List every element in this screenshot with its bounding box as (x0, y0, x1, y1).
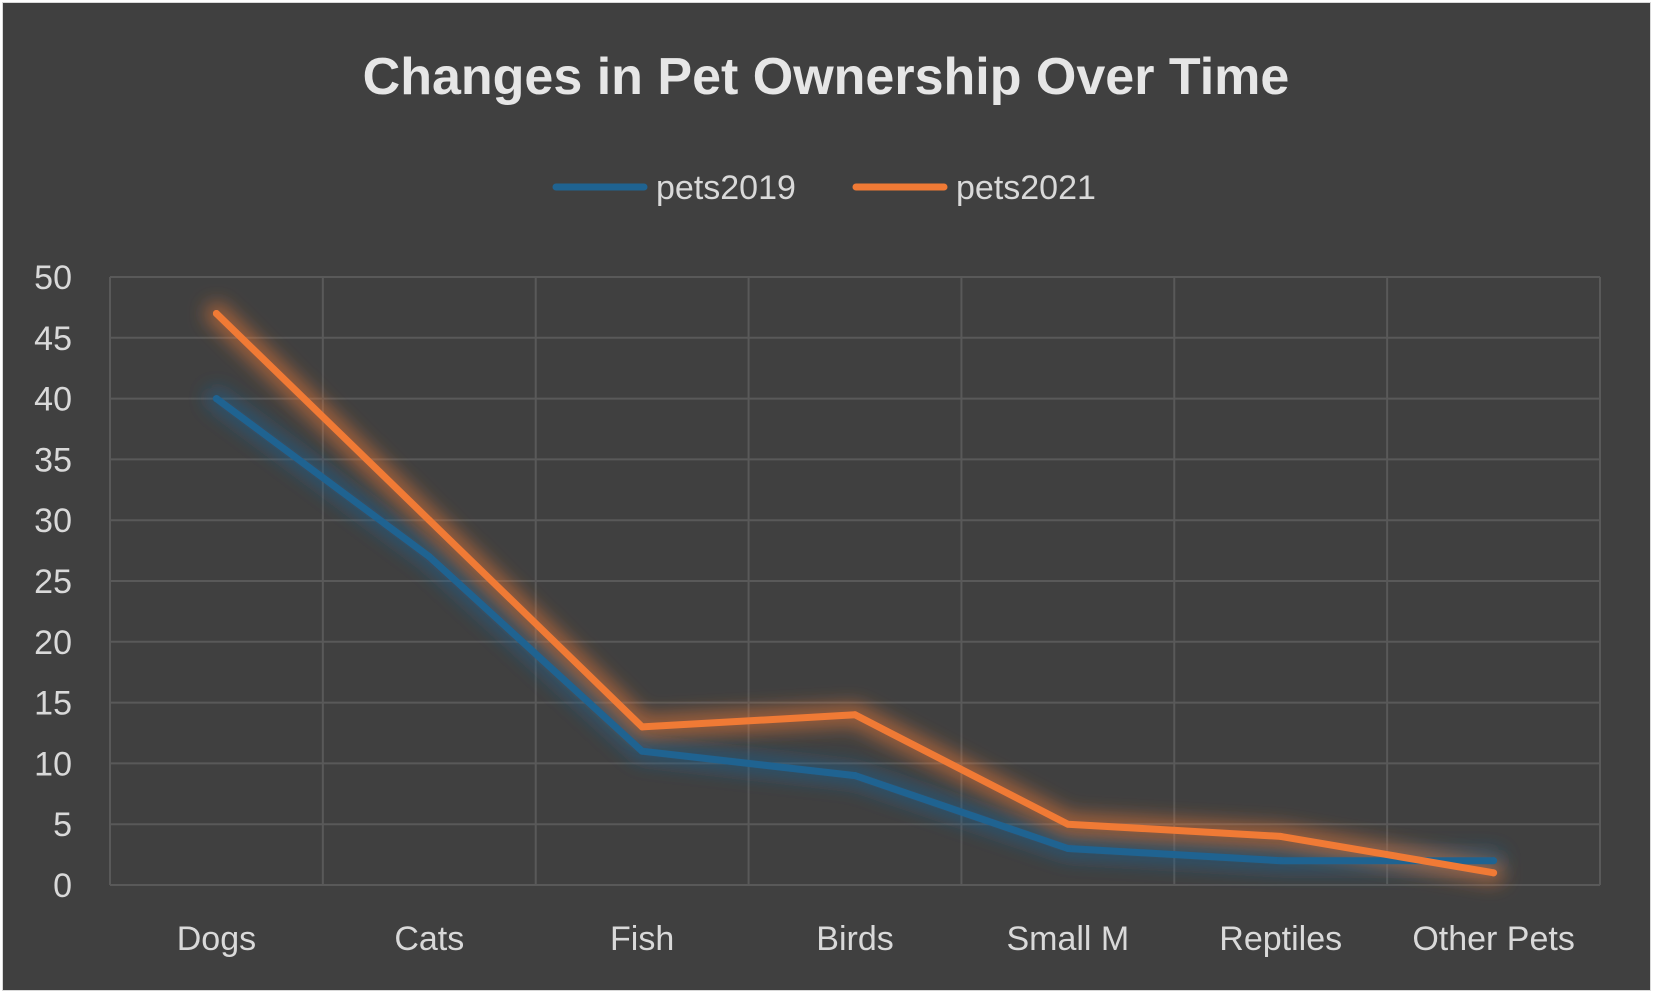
series-glow-pets2021 (205, 302, 1505, 884)
data-point-pets2021-fish (638, 723, 646, 731)
x-tick-label: Fish (610, 920, 674, 958)
x-tick-label: Birds (816, 920, 893, 958)
data-point-pets2019-reptiles (1277, 857, 1285, 865)
y-tick-label: 40 (34, 381, 72, 419)
gridlines (109, 276, 1601, 886)
series-line-pets2019 (212, 395, 1498, 865)
y-tick-label: 15 (34, 685, 72, 723)
y-tick-label: 0 (53, 867, 72, 905)
data-point-pets2021-small-m (1064, 820, 1072, 828)
y-tick-label: 45 (34, 320, 72, 358)
legend-label-pets2021: pets2021 (956, 169, 1096, 207)
data-point-pets2021-cats (425, 516, 433, 524)
chart-title: Changes in Pet Ownership Over Time (363, 48, 1290, 106)
data-point-pets2019-cats (425, 553, 433, 561)
data-point-pets2021-other-pets (1490, 869, 1498, 877)
data-point-pets2019-birds (851, 772, 859, 780)
x-tick-label: Other Pets (1412, 920, 1575, 958)
data-point-pets2019-small-m (1064, 845, 1072, 853)
y-axis-tick-labels: 0 5 10 15 20 25 30 35 40 45 50 (34, 259, 72, 905)
y-tick-label: 5 (53, 806, 72, 844)
series-glow-pets2019 (205, 387, 1505, 872)
y-tick-label: 25 (34, 563, 72, 601)
data-point-pets2021-reptiles (1277, 832, 1285, 840)
data-point-pets2021-dogs (212, 309, 220, 317)
x-axis-tick-labels: Dogs Cats Fish Birds Small M Reptiles Other Pe… (177, 920, 1575, 958)
series-glow (205, 302, 1505, 884)
x-tick-label: Small M (1006, 920, 1129, 958)
y-tick-label: 35 (34, 441, 72, 479)
x-tick-label: Cats (394, 920, 464, 958)
data-point-pets2021-birds (851, 711, 859, 719)
y-tick-label: 30 (34, 502, 72, 540)
x-tick-label: Dogs (177, 920, 256, 958)
data-point-pets2019-other-pets (1490, 857, 1498, 865)
series-lines (212, 309, 1498, 877)
x-tick-label: Reptiles (1219, 920, 1342, 958)
y-tick-label: 20 (34, 624, 72, 662)
legend: pets2019 pets2021 (552, 169, 1096, 207)
data-point-pets2019-fish (638, 747, 646, 755)
series-line-pets2021 (212, 310, 1498, 877)
data-point-pets2019-dogs (212, 395, 220, 403)
y-tick-label: 10 (34, 745, 72, 783)
y-tick-label: 50 (34, 259, 72, 297)
legend-label-pets2019: pets2019 (656, 169, 796, 207)
